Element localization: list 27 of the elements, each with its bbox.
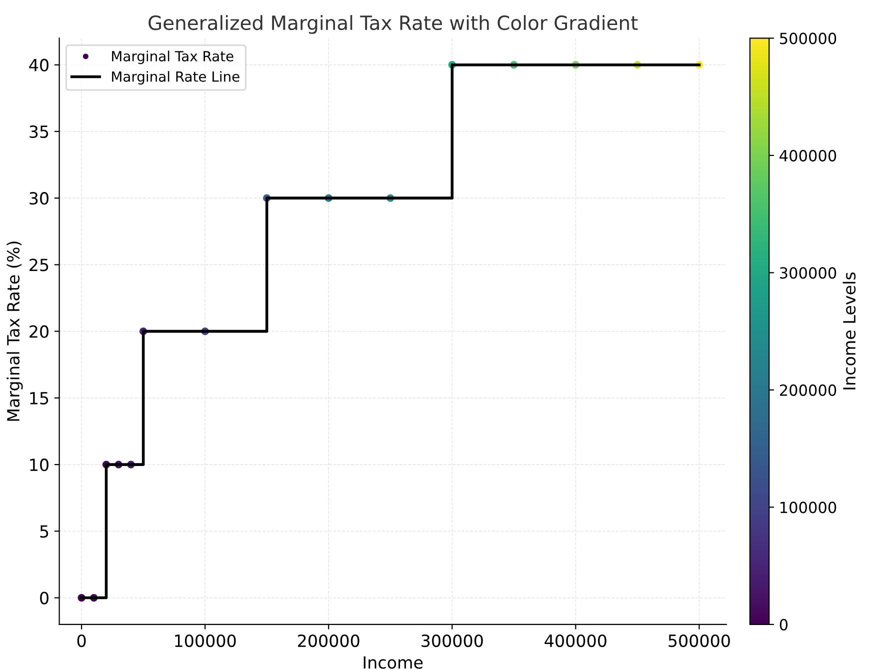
x-tick-label: 200000 [298,634,360,648]
y-tick-label: 10 [30,458,48,472]
x-axis-title: Income [364,656,423,669]
y-tick-label: 25 [30,258,48,272]
legend-label: Marginal Tax Rate [112,50,234,64]
color-bar-label: 200000 [780,384,836,396]
y-tick-label: 35 [30,125,48,138]
color-bar-label: 0 [780,618,788,630]
x-tick-label: 0 [77,634,86,648]
color-bar-label: 100000 [780,502,836,514]
y-tick-label: 30 [30,192,48,205]
color-bar-label: 300000 [780,267,836,279]
color-bar-label: 500000 [780,32,836,44]
y-tick-label: 20 [30,325,48,338]
x-tick-label: 100000 [175,634,236,648]
color-bar-label: 400000 [780,150,836,162]
chart-title: Generalized Marginal Tax Rate with Color Gradient [148,15,638,34]
x-tick-label: 500000 [668,634,730,648]
y-tick-label: 5 [40,525,48,538]
color-bar-title: Income Levels [842,272,856,390]
y-tick-label: 0 [40,592,48,604]
y-tick-label: 15 [30,392,48,405]
legend-label: Marginal Rate Line [112,71,240,85]
x-tick-label: 400000 [544,634,606,648]
y-tick-label: 40 [29,58,48,72]
y-axis-title: Marginal Tax Rate (%) [6,242,23,421]
x-tick-label: 300000 [422,634,483,648]
